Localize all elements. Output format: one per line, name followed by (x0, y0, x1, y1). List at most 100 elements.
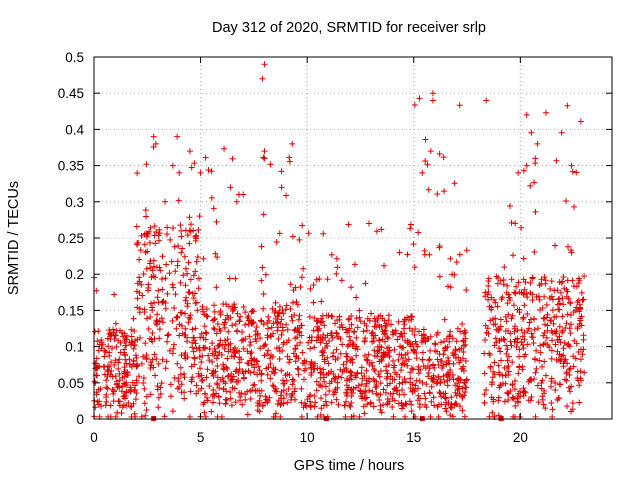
data-point (404, 337, 411, 344)
data-point (531, 355, 538, 362)
data-point (329, 335, 336, 342)
data-point (493, 326, 500, 333)
data-point (191, 160, 198, 167)
data-point (178, 322, 185, 329)
data-point (573, 169, 580, 176)
data-point (187, 312, 194, 319)
data-point (227, 377, 234, 384)
data-point (377, 391, 384, 398)
data-point (338, 374, 345, 381)
data-point (218, 351, 225, 358)
data-point (392, 369, 399, 376)
data-point (132, 396, 139, 403)
data-point (297, 339, 304, 346)
data-point (156, 318, 163, 325)
data-point (272, 315, 279, 322)
data-point (556, 306, 563, 313)
data-point (325, 370, 332, 377)
data-point (530, 340, 537, 347)
data-point (182, 282, 189, 289)
data-point (361, 320, 368, 327)
data-point (225, 372, 232, 379)
data-point (390, 390, 397, 397)
data-point (420, 337, 427, 344)
data-point (244, 388, 251, 395)
data-point (415, 370, 422, 377)
data-point (504, 364, 511, 371)
data-point (197, 365, 204, 372)
data-point (114, 409, 121, 416)
data-point (374, 348, 381, 355)
data-point (345, 327, 352, 334)
data-point (381, 262, 388, 269)
data-point (298, 322, 305, 329)
data-point (175, 375, 182, 382)
data-point (271, 309, 278, 316)
data-point (453, 259, 460, 266)
data-point (284, 353, 291, 360)
data-point (542, 405, 549, 412)
data-point (488, 306, 495, 313)
data-point (141, 385, 148, 392)
data-point (147, 391, 154, 398)
data-point (360, 328, 367, 335)
data-point (284, 399, 291, 406)
data-point (154, 311, 161, 318)
data-point (447, 255, 454, 262)
data-point (364, 315, 371, 322)
data-point (227, 388, 234, 395)
data-point (167, 393, 174, 400)
data-point (453, 392, 460, 399)
data-point (294, 365, 301, 372)
data-point (537, 349, 544, 356)
data-point (371, 347, 378, 354)
data-point (353, 294, 360, 301)
data-point (156, 230, 163, 237)
data-point (232, 368, 239, 375)
data-point (210, 325, 217, 332)
data-point (191, 337, 198, 344)
data-point (104, 385, 111, 392)
data-point (299, 222, 306, 229)
data-point (504, 282, 511, 289)
data-point (442, 344, 449, 351)
data-point (261, 352, 268, 359)
data-point (463, 247, 470, 254)
data-point (155, 237, 162, 244)
data-point (516, 364, 523, 371)
data-point (215, 342, 222, 349)
data-point (97, 386, 104, 393)
data-point (330, 391, 337, 398)
data-point (321, 322, 328, 329)
data-point (558, 279, 565, 286)
data-point (373, 390, 380, 397)
data-point (541, 358, 548, 365)
data-point (153, 355, 160, 362)
data-point (536, 282, 543, 289)
data-point (265, 364, 272, 371)
data-point (453, 338, 460, 345)
data-point (153, 229, 160, 236)
data-point (499, 372, 506, 379)
data-point (256, 408, 263, 415)
data-point (535, 399, 542, 406)
data-point (250, 382, 257, 389)
data-point (186, 214, 193, 221)
data-point (140, 353, 147, 360)
data-point (285, 386, 292, 393)
data-point (510, 394, 517, 401)
data-point (431, 402, 438, 409)
data-point (543, 334, 550, 341)
data-point (260, 211, 267, 218)
data-point (295, 316, 302, 323)
data-point (184, 232, 191, 239)
data-point (193, 258, 200, 265)
data-point (188, 376, 195, 383)
data-point (385, 362, 392, 369)
data-point (163, 261, 170, 268)
data-point (184, 270, 191, 277)
data-point (198, 385, 205, 392)
data-point (520, 167, 527, 174)
data-point (414, 343, 421, 350)
